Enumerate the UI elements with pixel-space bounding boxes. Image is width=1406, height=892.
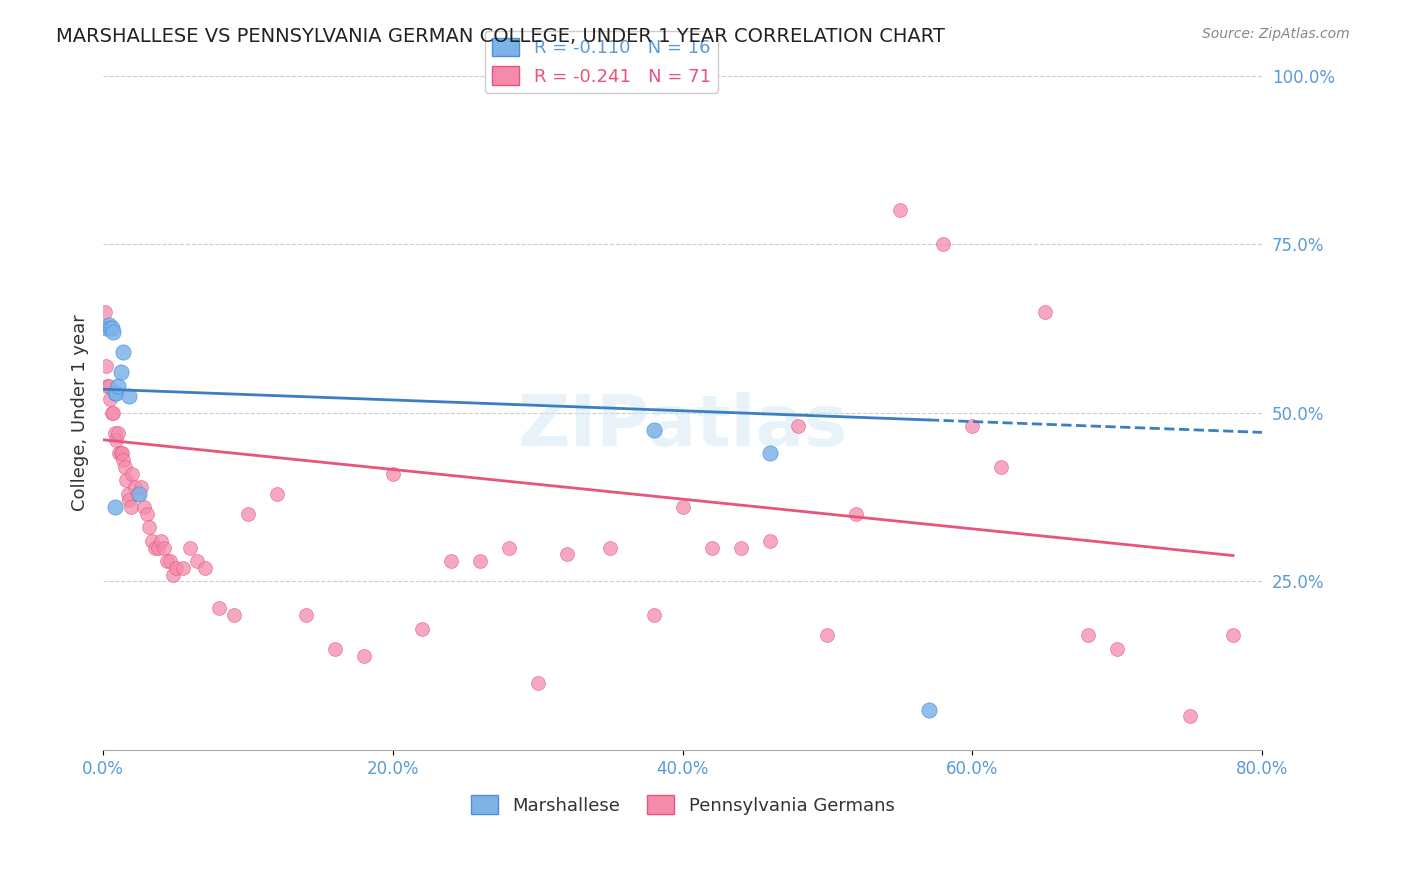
Point bbox=[107, 425, 129, 440]
Point bbox=[108, 446, 131, 460]
Point bbox=[730, 541, 752, 555]
Legend: Marshallese, Pennsylvania Germans: Marshallese, Pennsylvania Germans bbox=[464, 789, 901, 822]
Point bbox=[643, 423, 665, 437]
Point bbox=[141, 533, 163, 548]
Point bbox=[295, 608, 318, 623]
Point bbox=[468, 554, 491, 568]
Point bbox=[121, 467, 143, 481]
Point bbox=[411, 622, 433, 636]
Point bbox=[96, 379, 118, 393]
Point bbox=[962, 419, 984, 434]
Point bbox=[643, 608, 665, 623]
Point bbox=[117, 487, 139, 501]
Point bbox=[128, 487, 150, 501]
Point bbox=[94, 359, 117, 373]
Point bbox=[787, 419, 810, 434]
Point bbox=[1033, 304, 1056, 318]
Point bbox=[115, 473, 138, 487]
Point bbox=[93, 304, 115, 318]
Point bbox=[186, 554, 208, 568]
Point bbox=[990, 459, 1012, 474]
Point bbox=[118, 493, 141, 508]
Point bbox=[700, 541, 723, 555]
Point bbox=[222, 608, 245, 623]
Point bbox=[150, 533, 173, 548]
Point bbox=[100, 392, 122, 407]
Point bbox=[105, 385, 128, 400]
Point bbox=[1222, 628, 1244, 642]
Point bbox=[100, 321, 122, 335]
Point bbox=[105, 433, 128, 447]
Y-axis label: College, Under 1 year: College, Under 1 year bbox=[72, 314, 89, 511]
Point bbox=[498, 541, 520, 555]
Point bbox=[381, 467, 404, 481]
Point bbox=[817, 628, 839, 642]
Point bbox=[156, 554, 179, 568]
Point bbox=[101, 321, 124, 335]
Point bbox=[153, 541, 176, 555]
Point bbox=[104, 500, 127, 515]
Point bbox=[323, 641, 346, 656]
Point bbox=[114, 459, 136, 474]
Point bbox=[129, 480, 152, 494]
Text: Source: ZipAtlas.com: Source: ZipAtlas.com bbox=[1202, 27, 1350, 41]
Point bbox=[440, 554, 463, 568]
Point bbox=[526, 675, 548, 690]
Point bbox=[111, 446, 134, 460]
Point bbox=[1178, 709, 1201, 723]
Point bbox=[671, 500, 693, 515]
Point bbox=[112, 345, 135, 359]
Point bbox=[101, 406, 124, 420]
Point bbox=[353, 648, 375, 663]
Point bbox=[124, 480, 146, 494]
Point bbox=[555, 548, 578, 562]
Point bbox=[1107, 641, 1129, 656]
Point bbox=[758, 533, 780, 548]
Point bbox=[120, 500, 142, 515]
Point bbox=[845, 507, 868, 521]
Point bbox=[143, 541, 166, 555]
Point bbox=[132, 500, 155, 515]
Point bbox=[159, 554, 181, 568]
Text: ZIPatlas: ZIPatlas bbox=[517, 392, 848, 461]
Point bbox=[107, 379, 129, 393]
Point bbox=[1077, 628, 1099, 642]
Point bbox=[165, 561, 187, 575]
Point bbox=[179, 541, 201, 555]
Point bbox=[889, 203, 911, 218]
Point bbox=[104, 385, 127, 400]
Point bbox=[162, 567, 184, 582]
Point bbox=[104, 425, 127, 440]
Point bbox=[127, 487, 149, 501]
Point bbox=[135, 507, 157, 521]
Point bbox=[94, 321, 117, 335]
Text: MARSHALLESE VS PENNSYLVANIA GERMAN COLLEGE, UNDER 1 YEAR CORRELATION CHART: MARSHALLESE VS PENNSYLVANIA GERMAN COLLE… bbox=[56, 27, 945, 45]
Point bbox=[112, 453, 135, 467]
Point bbox=[110, 446, 132, 460]
Point bbox=[103, 325, 125, 339]
Point bbox=[97, 379, 120, 393]
Point bbox=[110, 365, 132, 379]
Point bbox=[103, 406, 125, 420]
Point bbox=[193, 561, 215, 575]
Point bbox=[918, 703, 941, 717]
Point bbox=[599, 541, 621, 555]
Point bbox=[932, 237, 955, 252]
Point bbox=[236, 507, 259, 521]
Point bbox=[148, 541, 170, 555]
Point bbox=[208, 601, 231, 615]
Point bbox=[118, 389, 141, 403]
Point bbox=[138, 520, 160, 534]
Point bbox=[97, 318, 120, 332]
Point bbox=[758, 446, 780, 460]
Point bbox=[172, 561, 194, 575]
Point bbox=[266, 487, 288, 501]
